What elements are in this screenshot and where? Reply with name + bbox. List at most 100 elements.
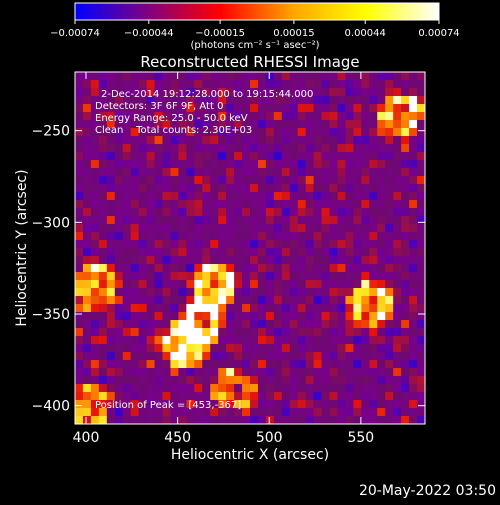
- heatmap-cell: [353, 96, 362, 105]
- heatmap-cell: [186, 128, 195, 137]
- heatmap-cell: [313, 240, 323, 249]
- heatmap-cell: [162, 384, 171, 393]
- heatmap-cell: [393, 160, 402, 169]
- heatmap-cell: [369, 416, 378, 424]
- heatmap-cell: [377, 392, 386, 401]
- heatmap-cell: [146, 72, 156, 81]
- heatmap-cell: [234, 352, 243, 361]
- heatmap-cell: [106, 184, 116, 193]
- heatmap-cell: [170, 256, 179, 265]
- heatmap-cell: [114, 304, 124, 313]
- heatmap-cell: [178, 120, 187, 129]
- heatmap-cell: [289, 208, 299, 217]
- heatmap-cell: [281, 80, 291, 89]
- heatmap-cell: [122, 136, 132, 145]
- heatmap-cell: [273, 104, 283, 113]
- heatmap-cell: [106, 360, 116, 369]
- heatmap-cell: [138, 96, 148, 105]
- heatmap-cell: [154, 128, 163, 137]
- heatmap-cell: [409, 176, 418, 185]
- heatmap-cell: [194, 344, 203, 353]
- heatmap-cell: [138, 200, 148, 209]
- heatmap-cell: [234, 144, 243, 153]
- heatmap-cell: [401, 80, 410, 89]
- heatmap-cell: [98, 152, 108, 161]
- heatmap-cell: [297, 80, 307, 89]
- heatmap-cell: [90, 280, 100, 289]
- heatmap-cell: [385, 200, 394, 209]
- heatmap-cell: [281, 360, 291, 369]
- heatmap-cell: [297, 400, 307, 409]
- heatmap-cell: [114, 288, 124, 297]
- heatmap-cell: [234, 264, 243, 273]
- heatmap-cell: [242, 144, 251, 153]
- heatmap-cell: [146, 80, 156, 89]
- heatmap-cell: [313, 184, 323, 193]
- heatmap-cell: [393, 168, 402, 177]
- heatmap-cell: [313, 232, 323, 241]
- heatmap-cell: [345, 216, 354, 225]
- heatmap-cell: [106, 208, 116, 217]
- heatmap-cell: [242, 256, 251, 265]
- heatmap-cell: [257, 400, 267, 409]
- heatmap-cell: [170, 352, 179, 361]
- heatmap-cell: [337, 72, 346, 81]
- heatmap-cell: [353, 360, 362, 369]
- heatmap-cell: [265, 184, 275, 193]
- heatmap-cell: [353, 264, 362, 273]
- heatmap-cell: [369, 224, 378, 233]
- heatmap-cell: [305, 208, 315, 217]
- heatmap-cell: [281, 72, 291, 81]
- heatmap-cell: [321, 240, 331, 249]
- heatmap-cell: [257, 200, 267, 209]
- heatmap-cell: [122, 304, 132, 313]
- heatmap-cell: [417, 152, 425, 161]
- heatmap-cell: [194, 152, 203, 161]
- heatmap-cell: [75, 304, 84, 313]
- heatmap-cell: [242, 136, 251, 145]
- heatmap-cell: [130, 104, 140, 113]
- heatmap-cell: [194, 312, 203, 321]
- heatmap-cell: [265, 208, 275, 217]
- heatmap-cell: [281, 304, 291, 313]
- heatmap-cell: [75, 104, 84, 113]
- heatmap-cell: [265, 144, 275, 153]
- heatmap-cell: [361, 160, 370, 169]
- heatmap-cell: [305, 160, 315, 169]
- heatmap-cell: [194, 304, 203, 313]
- heatmap-cell: [154, 256, 163, 265]
- y-tick-label: −400: [32, 399, 70, 415]
- heatmap-cell: [146, 280, 156, 289]
- heatmap-cell: [90, 400, 100, 409]
- heatmap-cell: [313, 280, 323, 289]
- heatmap-cell: [281, 416, 291, 424]
- heatmap-cell: [146, 256, 156, 265]
- heatmap-cell: [106, 120, 116, 129]
- heatmap-cell: [369, 216, 378, 225]
- heatmap-cell: [114, 144, 124, 153]
- heatmap-cell: [281, 168, 291, 177]
- heatmap-cell: [210, 168, 219, 177]
- heatmap-cell: [409, 368, 418, 377]
- heatmap-cell: [138, 368, 148, 377]
- heatmap-cell: [210, 184, 219, 193]
- heatmap-cell: [393, 216, 402, 225]
- heatmap-cell: [170, 248, 179, 257]
- heatmap-cell: [75, 144, 84, 153]
- heatmap-cell: [170, 192, 179, 201]
- heatmap-cell: [194, 176, 203, 185]
- heatmap-cell: [218, 256, 227, 265]
- heatmap-cell: [385, 176, 394, 185]
- heatmap-cell: [305, 248, 315, 257]
- heatmap-cell: [162, 360, 171, 369]
- heatmap-cell: [361, 360, 370, 369]
- heatmap-cell: [75, 112, 84, 121]
- heatmap-cell: [250, 248, 259, 257]
- heatmap-cell: [417, 248, 425, 257]
- heatmap-cell: [210, 112, 219, 121]
- heatmap-cell: [138, 176, 148, 185]
- heatmap-cell: [297, 192, 307, 201]
- heatmap-cell: [409, 136, 418, 145]
- heatmap-cell: [75, 288, 84, 297]
- heatmap-cell: [106, 88, 116, 97]
